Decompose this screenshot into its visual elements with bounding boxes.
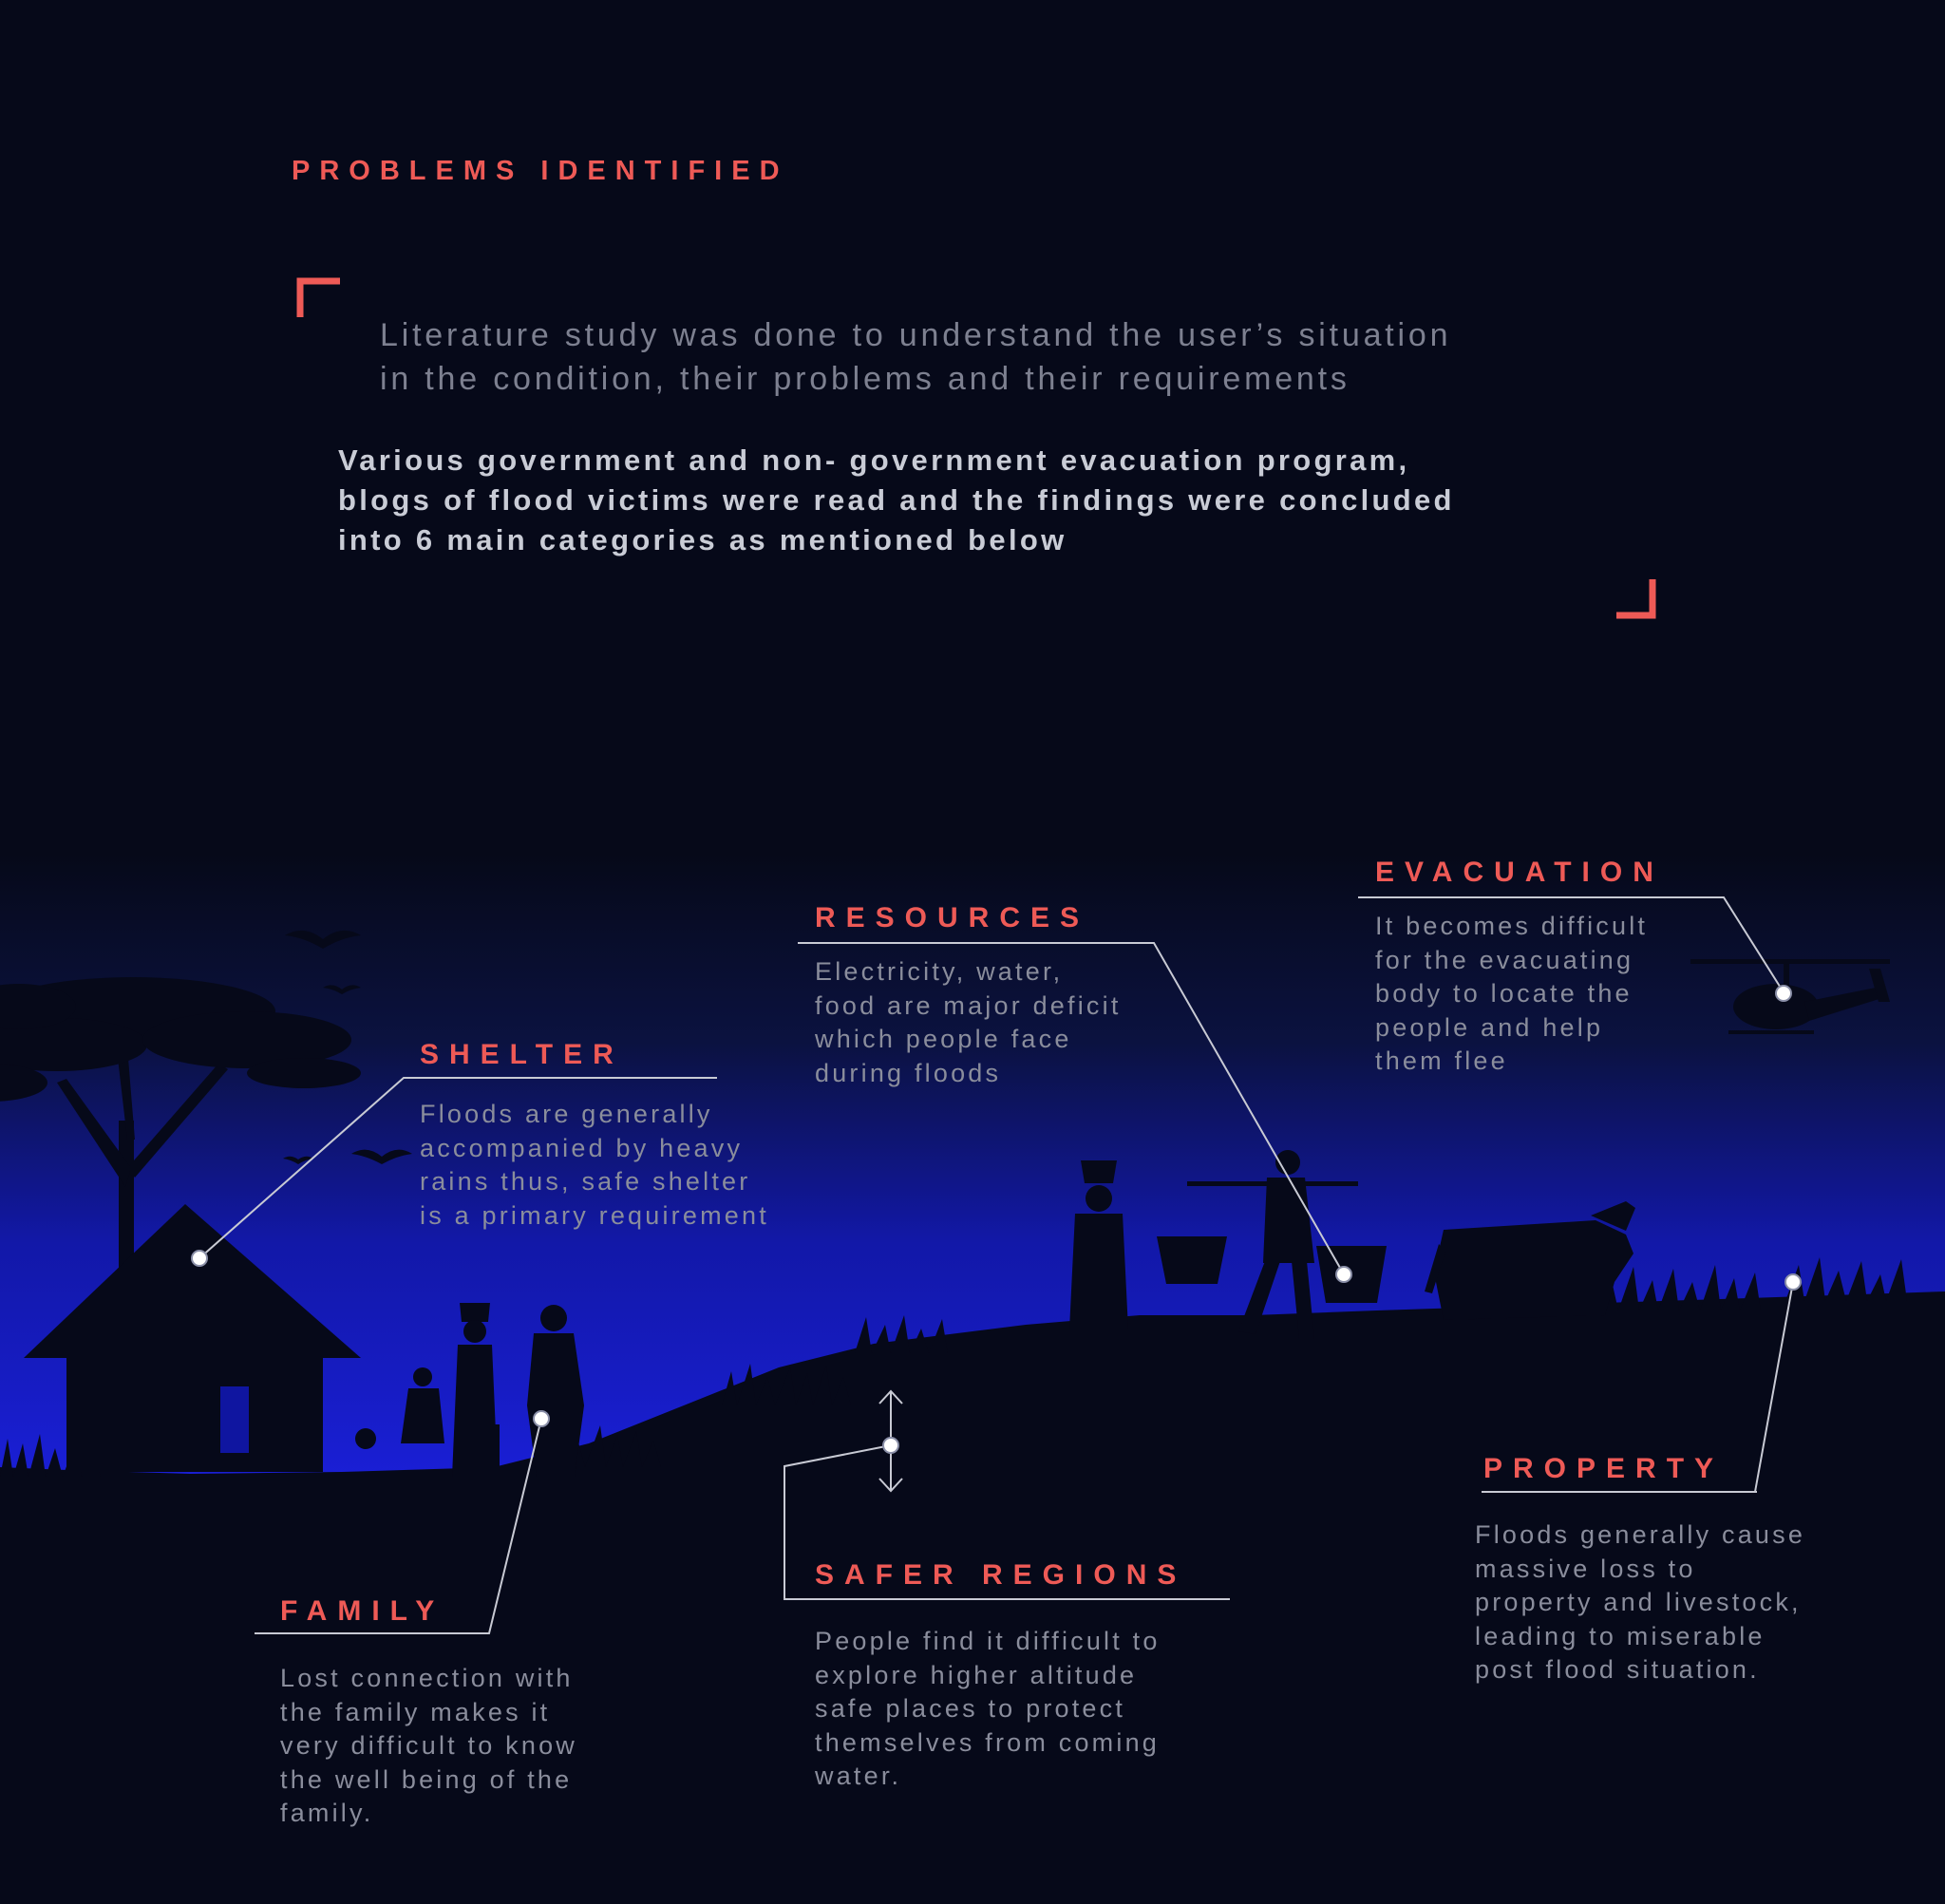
property-marker: [1784, 1273, 1802, 1291]
description-line: people and help: [1375, 1012, 1604, 1042]
description-line: property and livestock,: [1475, 1588, 1802, 1616]
description-line: Lost connection with: [280, 1664, 574, 1692]
quote-bracket-top-left: [296, 277, 340, 317]
description-line: water.: [815, 1762, 902, 1790]
description-line: Floods are generally: [420, 1100, 713, 1128]
shelter-leader: [198, 1077, 717, 1259]
description-line: family.: [280, 1799, 374, 1827]
description-line: for the evacuating: [1375, 945, 1634, 974]
family-title: FAMILY: [280, 1595, 445, 1627]
description-line: rains thus, safe shelter: [420, 1167, 751, 1196]
page-title: PROBLEMS IDENTIFIED: [292, 156, 789, 186]
description-line: body to locate the: [1375, 979, 1633, 1008]
resources-leader: [798, 942, 1345, 1275]
description-line: the well being of the: [280, 1764, 573, 1794]
description-line: safe places to protect: [815, 1694, 1126, 1723]
shelter-description: Floods are generally accompanied by heav…: [420, 1098, 769, 1233]
description-line: which people face: [815, 1025, 1072, 1053]
description-line: explore higher altitude: [815, 1660, 1138, 1689]
description-line: It becomes difficult: [1375, 912, 1649, 940]
shelter-title: SHELTER: [420, 1039, 624, 1070]
property-title: PROPERTY: [1483, 1453, 1725, 1484]
description-line: Electricity, water,: [815, 957, 1064, 986]
summary-line: into 6 main categories as mentioned belo…: [338, 523, 1067, 556]
helicopter-silhouette: [1690, 959, 1890, 1034]
description-line: is a primary requirement: [420, 1200, 769, 1230]
description-line: accompanied by heavy: [420, 1133, 744, 1162]
safer-regions-leader: [784, 1444, 1230, 1600]
intro-line: Literature study was done to understand …: [380, 317, 1452, 353]
description-line: massive loss to: [1475, 1554, 1696, 1583]
family-people-silhouettes: [355, 1303, 584, 1477]
description-line: leading to miserable: [1475, 1621, 1766, 1650]
description-line: food are major deficit: [815, 990, 1122, 1020]
resources-description: Electricity, water, food are major defic…: [815, 955, 1122, 1090]
summary-text: Various government and non- government e…: [338, 441, 1455, 560]
resources-title: RESOURCES: [815, 902, 1090, 933]
description-line: during floods: [815, 1058, 1002, 1087]
intro-text: Literature study was done to understand …: [380, 313, 1451, 401]
evacuation-description: It becomes difficult for the evacuating …: [1375, 910, 1648, 1079]
safer-regions-marker: [882, 1437, 899, 1454]
family-description: Lost connection with the family makes it…: [280, 1662, 577, 1831]
safer-regions-title: SAFER REGIONS: [815, 1559, 1187, 1591]
evacuation-title: EVACUATION: [1375, 857, 1664, 888]
intro-line: in the condition, their problems and the…: [380, 361, 1350, 397]
description-line: Floods generally cause: [1475, 1520, 1806, 1549]
buffalo-silhouette: [1425, 1201, 1635, 1358]
ground-hill: [0, 1291, 1945, 1904]
description-line: very difficult to know: [280, 1731, 578, 1760]
summary-line: Various government and non- government e…: [338, 443, 1410, 477]
birds-silhouettes: [283, 930, 412, 1164]
description-line: post flood situation.: [1475, 1655, 1760, 1684]
safer-regions-description: People find it difficult to explore high…: [815, 1625, 1161, 1794]
shelter-marker: [191, 1250, 208, 1267]
evacuation-leader: [1358, 896, 1784, 993]
description-line: the family makes it: [280, 1697, 551, 1726]
description-line: them flee: [1375, 1046, 1508, 1075]
description-line: themselves from coming: [815, 1727, 1160, 1757]
evacuation-marker: [1775, 985, 1792, 1002]
family-marker: [533, 1410, 550, 1427]
hut-silhouette: [24, 1204, 361, 1472]
resources-marker: [1335, 1266, 1352, 1283]
family-leader: [255, 1418, 542, 1634]
quote-bracket-bottom-right: [1616, 579, 1656, 619]
hut-door: [220, 1386, 249, 1453]
property-leader-diagonal: [1754, 1281, 1794, 1493]
description-line: People find it difficult to: [815, 1627, 1161, 1655]
summary-line: blogs of flood victims were read and the…: [338, 483, 1455, 517]
property-description: Floods generally cause massive loss to p…: [1475, 1518, 1805, 1687]
